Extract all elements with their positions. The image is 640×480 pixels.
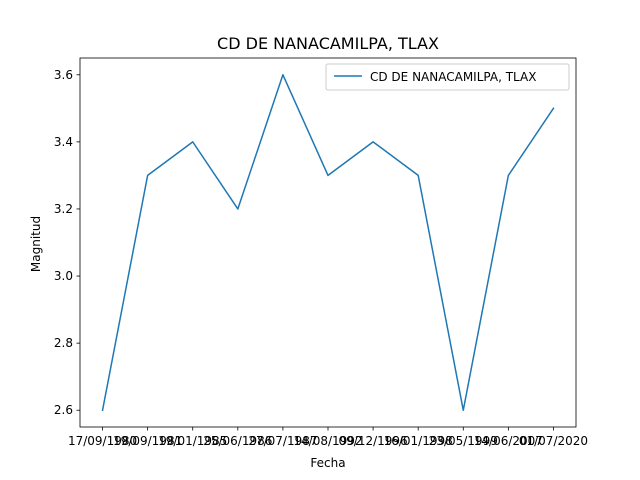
x-tick-label: 23/05/1999 xyxy=(429,434,498,448)
y-tick-label: 3.2 xyxy=(54,202,73,216)
series-line-0 xyxy=(101,74,555,412)
x-tick-label: 19/09/1981 xyxy=(113,434,182,448)
chart-title: CD DE NANACAMILPA, TLAX xyxy=(217,34,439,53)
x-tick-label: 19/01/1985 xyxy=(158,434,227,448)
legend-label: CD DE NANACAMILPA, TLAX xyxy=(370,70,536,84)
x-tick-label: 17/09/1980 xyxy=(68,434,137,448)
legend: CD DE NANACAMILPA, TLAX xyxy=(325,63,570,91)
x-tick-label: 14/08/1992 xyxy=(293,434,362,448)
x-tick-label: 01/07/2020 xyxy=(519,434,588,448)
x-tick-label: 27/07/1987 xyxy=(248,434,317,448)
y-axis-label: Magnitud xyxy=(29,216,43,272)
y-tick-label: 2.6 xyxy=(54,403,73,417)
x-tick-label: 25/06/1986 xyxy=(203,434,272,448)
x-tick-label: 14/06/2007 xyxy=(474,434,543,448)
y-tick-label: 3.6 xyxy=(54,68,73,82)
x-axis-label: Fecha xyxy=(310,456,345,470)
y-tick-label: 3.4 xyxy=(54,135,73,149)
legend-box xyxy=(325,63,570,91)
y-tick-label: 2.8 xyxy=(54,336,73,350)
y-tick-label: 3.0 xyxy=(54,269,73,283)
plot-area: 2.6 2.8 3.0 3.2 3.4 3.6 17/09/198019/09/198119… xyxy=(54,57,588,448)
x-tick-label: 09/12/1996 xyxy=(339,434,408,448)
x-tick-label: 16/01/1998 xyxy=(384,434,453,448)
